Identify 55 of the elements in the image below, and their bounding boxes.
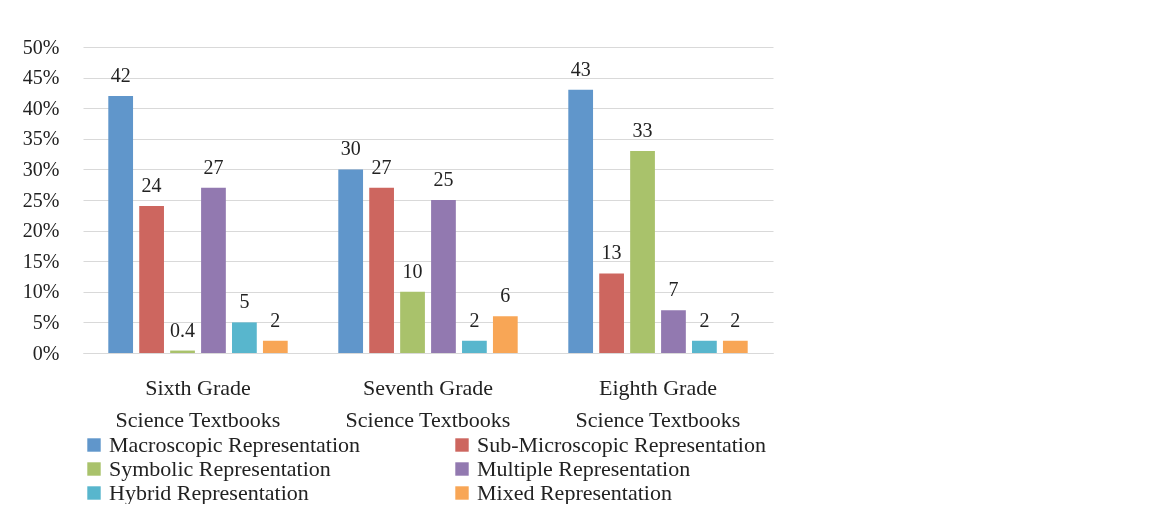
- y-tick-label: 45%: [22, 66, 60, 89]
- bar: [722, 340, 748, 353]
- bar: [400, 291, 425, 353]
- y-tick-label: 25%: [22, 188, 60, 211]
- legend-label: Macroscopic Representation: [109, 432, 361, 457]
- data-label: 42: [110, 63, 131, 86]
- bar: [599, 273, 624, 353]
- y-tick-label: 50%: [22, 35, 60, 58]
- bar: [232, 322, 257, 353]
- x-tick-label: Sixth Grade Science Textbooks: [115, 374, 281, 432]
- data-label: 2: [699, 308, 710, 331]
- y-tick-label: 30%: [22, 157, 60, 180]
- bar: [492, 316, 518, 353]
- legend-label: Sub-Microscopic Representation: [477, 432, 766, 457]
- bar: [369, 187, 394, 353]
- data-label: 5: [239, 290, 250, 313]
- bar: [108, 95, 134, 353]
- data-label: 10: [402, 259, 423, 282]
- bar: [661, 310, 686, 353]
- y-tick-label: 40%: [22, 96, 60, 119]
- data-label: 25: [433, 168, 454, 190]
- x-tick-label: Eighth Grade Science Textbooks: [575, 374, 741, 432]
- y-tick-label: 10%: [22, 280, 60, 303]
- legend-label: Multiple Representation: [477, 456, 691, 481]
- x-tick-label: Seventh Grade Science Textbooks: [345, 374, 511, 432]
- data-label: 27: [203, 155, 224, 178]
- data-label: 2: [270, 308, 281, 331]
- data-label: 30: [340, 137, 361, 160]
- data-label: 27: [371, 155, 392, 178]
- bar: [139, 206, 164, 353]
- y-tick-label: 20%: [22, 219, 60, 242]
- bar: [431, 200, 456, 353]
- bar: [338, 169, 364, 353]
- data-label: 6: [500, 284, 511, 307]
- data-label: 2: [730, 308, 741, 331]
- data-label: 13: [601, 241, 622, 264]
- data-label: 2: [469, 308, 480, 331]
- legend-label: Mixed Representation: [477, 480, 672, 505]
- bar: [201, 187, 226, 353]
- bar: [262, 340, 288, 353]
- bar: [568, 89, 594, 353]
- data-label: 0.4: [170, 318, 196, 341]
- y-tick-label: 0%: [32, 341, 60, 364]
- legend-label: Symbolic Representation: [109, 456, 331, 481]
- bar: [462, 340, 487, 353]
- bar: [692, 340, 717, 353]
- data-label: 7: [668, 278, 679, 301]
- y-tick-label: 15%: [22, 249, 60, 272]
- data-label: 33: [632, 119, 653, 142]
- bar: [630, 151, 655, 353]
- data-label: 24: [141, 174, 162, 197]
- data-label: 43: [570, 57, 591, 80]
- y-tick-label: 35%: [22, 127, 60, 150]
- y-tick-label: 5%: [32, 310, 60, 333]
- legend-label: Hybrid Representation: [109, 480, 309, 505]
